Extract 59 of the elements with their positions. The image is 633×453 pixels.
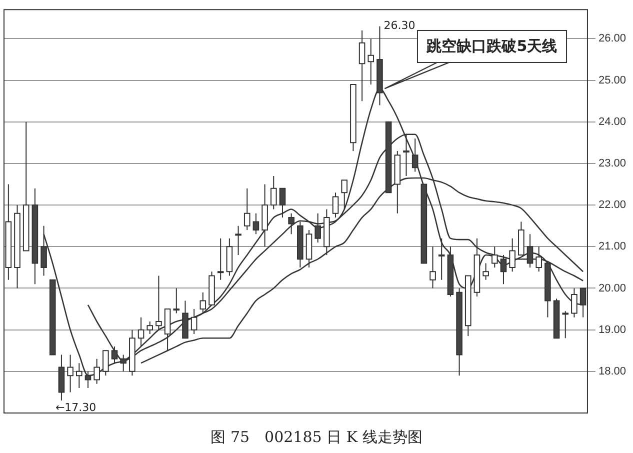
candlestick [314, 212, 321, 243]
candlestick [32, 188, 38, 285]
candlestick [173, 288, 180, 314]
candlestick [297, 221, 304, 268]
candlestick [571, 288, 578, 318]
candlestick [324, 208, 330, 256]
candlestick [138, 316, 144, 347]
candlestick [182, 300, 188, 339]
candlestick [412, 138, 418, 172]
candlestick [474, 238, 480, 298]
candlestick [526, 234, 534, 268]
candlestick [430, 246, 436, 289]
candlestick [536, 246, 542, 272]
candlestick [226, 238, 233, 276]
y-tick-label: 19.00 [598, 324, 626, 336]
candlestick [562, 310, 569, 339]
candlestick [358, 30, 366, 102]
candlestick [244, 188, 250, 231]
y-tick-label: 26.00 [598, 32, 626, 45]
y-tick-label: 23.00 [598, 158, 626, 170]
candlestick [447, 246, 454, 298]
candlestick [262, 184, 268, 248]
annotation: 26.30 [384, 19, 416, 32]
y-tick-label: 21.00 [598, 240, 626, 253]
candlestick [288, 212, 294, 235]
candlestick [58, 354, 65, 402]
y-tick-label: 24.00 [598, 116, 626, 128]
annotation: ←17.30 [55, 400, 96, 414]
candlestick [235, 225, 242, 256]
candlestick [456, 288, 462, 376]
candlestick [482, 262, 489, 280]
candlestick [500, 254, 507, 285]
caption: 图 75 002185 日 K 线走势图 [210, 428, 424, 447]
candlestick [217, 238, 224, 280]
y-tick-label: 20.00 [598, 282, 626, 294]
candlestick [509, 238, 516, 272]
candlestick [22, 121, 30, 252]
candlestick [270, 175, 277, 210]
y-tick-label: 18.00 [598, 365, 626, 378]
candlestick [208, 271, 215, 306]
candlestick [190, 308, 198, 334]
candlestick [544, 262, 551, 318]
candlestick [200, 292, 206, 314]
candlestick [252, 212, 260, 235]
candlestick [518, 221, 524, 256]
candlestick [341, 180, 348, 210]
candlestick [491, 246, 498, 268]
candlestick [438, 238, 445, 280]
candlestick [164, 308, 171, 352]
y-tick-label: 25.00 [598, 74, 626, 86]
y-tick-label: 22.00 [598, 199, 626, 212]
candlestick [156, 275, 162, 330]
candlestick [306, 230, 312, 268]
candlestick [14, 204, 20, 289]
candlestick [368, 38, 374, 85]
candlestick [350, 84, 356, 152]
candlestick [279, 188, 286, 218]
candlestick [67, 354, 74, 393]
callout-box: 跳空缺口跌破5天线 [416, 30, 568, 63]
